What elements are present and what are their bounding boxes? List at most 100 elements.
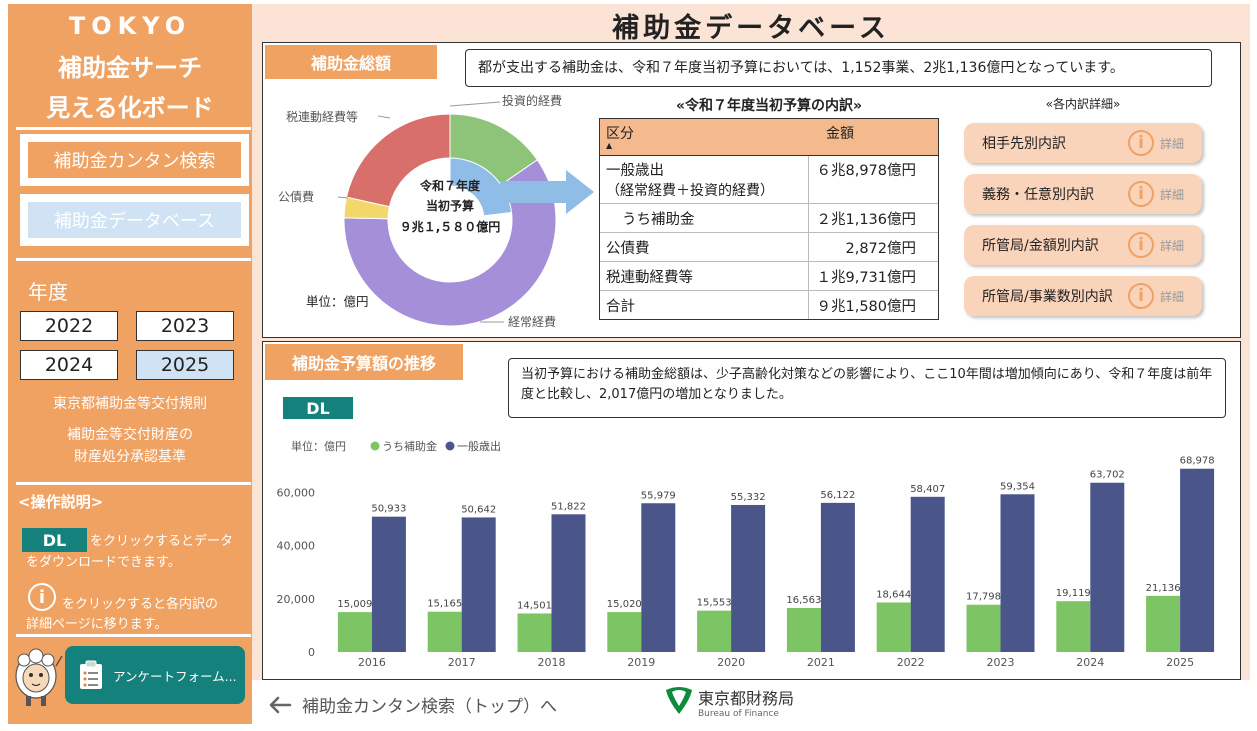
detail-button-bureau-count[interactable]: 所管局/事業数別内訳 i 詳細	[964, 276, 1202, 316]
arrow-left-icon	[269, 696, 292, 713]
table-row: 一般歳出 （経常経費＋投資的経費） ６兆8,978億円	[600, 156, 938, 204]
year-button-2024[interactable]: 2024	[20, 350, 118, 380]
row-amount: ２兆1,136億円	[808, 203, 938, 233]
row-amount: １兆9,731億円	[808, 261, 938, 291]
row-item: うち補助金	[600, 203, 809, 233]
divider	[16, 127, 251, 130]
detail-label: 所管局/事業数別内訳	[982, 289, 1113, 305]
x-tick-label: 2016	[358, 656, 386, 669]
legend-label: 一般歳出	[457, 439, 501, 453]
page-title: 補助金データベース	[612, 13, 890, 44]
nav-database-button[interactable]: 補助金データベース	[20, 194, 249, 246]
breakdown-table: 区分 ▲ 金額 一般歳出 （経常経費＋投資的経費） ６兆8,978億円 うち補助…	[599, 118, 939, 320]
row-item: 合計	[600, 290, 809, 319]
row-item: 公債費	[600, 232, 809, 262]
detail-button-mandatory[interactable]: 義務・任意別内訳 i 詳細	[964, 174, 1202, 214]
dl-example-badge: DL	[22, 528, 87, 552]
data-label: 19,119	[1056, 588, 1091, 599]
info-icon: i	[1128, 130, 1154, 156]
row-amount: ９兆1,580億円	[808, 290, 938, 319]
bar-general-2024	[1090, 482, 1125, 652]
bar-subsidy-2025	[1146, 595, 1181, 652]
data-label: 55,979	[641, 490, 676, 501]
y-tick-label: 0	[308, 646, 315, 659]
legend-marker	[445, 441, 455, 451]
right-arrow-icon	[500, 170, 594, 214]
bar-subsidy-2018	[517, 613, 552, 652]
legend-marker	[370, 441, 380, 451]
tokyo-ginkgo-logo-icon	[666, 687, 692, 714]
bars: 15,009 50,933 15,165 50,642 14,501 51,822 15,0…	[337, 456, 1215, 652]
detail-button-bureau-amount[interactable]: 所管局/金額別内訳 i 詳細	[964, 225, 1202, 265]
survey-form-button[interactable]: アンケートフォーム...	[65, 646, 245, 704]
back-to-search-link[interactable]: 補助金カンタン検索（トップ）へ	[268, 692, 557, 717]
bar-general-2020	[731, 504, 766, 652]
x-tick-label: 2023	[987, 656, 1015, 669]
data-label: 15,165	[427, 599, 462, 610]
link-subsidy-rules[interactable]: 東京都補助金等交付規則	[53, 396, 207, 412]
detail-link-text: 詳細	[1160, 238, 1185, 253]
instructions-title: <操作説明>	[18, 493, 104, 511]
info-icon: i	[1128, 283, 1154, 309]
data-label: 16,563	[786, 595, 821, 606]
y-tick-label: 60,000	[277, 487, 316, 500]
org-name-en: Bureau of Finance	[698, 709, 779, 719]
data-label: 58,407	[910, 484, 945, 495]
trend-tab: 補助金予算額の推移	[265, 344, 463, 380]
breakdown-rows: 一般歳出 （経常経費＋投資的経費） ６兆8,978億円 うち補助金 ２兆1,13…	[600, 156, 938, 319]
y-tick-label: 20,000	[277, 593, 316, 606]
year-button-2022[interactable]: 2022	[20, 311, 118, 341]
divider	[16, 258, 251, 261]
detail-label: 義務・任意別内訳	[982, 187, 1094, 203]
link-property-standards[interactable]: 補助金等交付財産の 財産処分承認基準	[8, 424, 252, 468]
org-name: 東京都財務局	[698, 689, 795, 708]
link-property-line1: 補助金等交付財産の	[67, 427, 193, 443]
detail-button-partner[interactable]: 相手先別内訳 i 詳細	[964, 123, 1202, 163]
detail-link-text: 詳細	[1160, 289, 1185, 304]
col-item-label: 区分	[606, 126, 634, 142]
year-button-2025-selected[interactable]: 2025	[136, 350, 234, 380]
bar-subsidy-2016	[337, 612, 372, 652]
row-item: 税連動経費等	[600, 261, 809, 291]
nav-search-label: 補助金カンタン検索	[28, 142, 241, 178]
dl-desc-line2: をダウンロードできます。	[26, 555, 181, 570]
table-row: 合計 ９兆1,580億円	[600, 290, 938, 319]
info-icon: i	[1128, 181, 1154, 207]
data-label: 15,009	[337, 599, 372, 610]
data-label: 56,122	[820, 490, 855, 501]
clipboard-icon	[80, 660, 102, 689]
info-desc-line1: をクリックすると各内訳の	[62, 597, 219, 612]
link-property-line2: 財産処分承認基準	[74, 449, 186, 465]
data-label: 14,501	[517, 600, 552, 611]
data-label: 55,332	[731, 492, 766, 503]
budget-trend-bar-chart: 単位：億円 うち補助金 一般歳出 0 20,000 40,000 60,000 15,0…	[277, 439, 1215, 669]
detail-label: 所管局/金額別内訳	[982, 238, 1099, 254]
dl-button[interactable]: DL	[283, 397, 353, 419]
details-title: «各内訳詳細»	[1045, 97, 1121, 111]
row-amount: ６兆8,978億円	[808, 156, 938, 204]
leader-line	[449, 101, 501, 107]
dl-desc-line1: をクリックするとデータ	[90, 534, 234, 549]
x-tick-label: 2022	[897, 656, 925, 669]
bar-subsidy-2017	[427, 611, 462, 652]
x-tick-label: 2018	[538, 656, 566, 669]
row-item: 一般歳出 （経常経費＋投資的経費）	[600, 156, 809, 204]
row-item-line1: 一般歳出	[606, 163, 664, 179]
bar-general-2025	[1180, 468, 1215, 652]
data-label: 15,553	[697, 598, 732, 609]
data-label: 50,933	[371, 504, 406, 515]
donut-center-line3: ９兆１,５８０億円	[400, 219, 501, 234]
year-button-2023[interactable]: 2023	[136, 311, 234, 341]
info-icon: i	[1128, 232, 1154, 258]
sidebar: TOKYO 補助金サーチ 見える化ボード 補助金カンタン検索 補助金データベース…	[8, 4, 252, 724]
nav-search-button[interactable]: 補助金カンタン検索	[20, 134, 249, 186]
donut-unit: 単位：億円	[306, 294, 369, 309]
col-item-header[interactable]: 区分 ▲	[600, 119, 820, 155]
divider	[16, 634, 251, 637]
x-tick-label: 2021	[807, 656, 835, 669]
detail-label: 相手先別内訳	[982, 136, 1066, 152]
col-amount-header[interactable]: 金額	[826, 126, 854, 142]
row-amount: 2,872億円	[808, 232, 938, 262]
label-tax-linked: 税連動経費等	[286, 109, 358, 124]
detail-link-text: 詳細	[1160, 187, 1185, 202]
